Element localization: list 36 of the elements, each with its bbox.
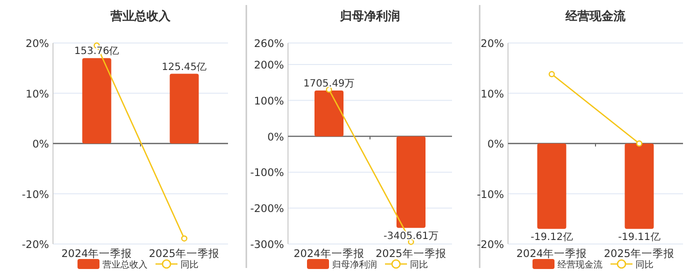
y-tick-label: -20% <box>22 239 50 251</box>
x-tick-label: 2025年一季报 <box>376 247 446 260</box>
y-tick-label: 100% <box>254 95 284 108</box>
y-tick-label: 20% <box>480 38 504 50</box>
y-tick-label: -10% <box>476 188 504 201</box>
x-tick-label: 2024年一季报 <box>61 247 132 260</box>
legend-label: 同比 <box>410 260 428 270</box>
y-tick-label: -20% <box>476 239 504 251</box>
x-tick-label: 2025年一季报 <box>604 247 675 260</box>
y-tick-label: -10% <box>22 188 50 201</box>
y-tick-label: 200% <box>254 60 284 72</box>
legend-label: 营业总收入 <box>102 260 148 270</box>
y-tick-label: 0% <box>32 138 50 150</box>
y-tick-label: 10% <box>26 88 50 100</box>
y-tick-label: 0% <box>267 131 284 144</box>
data-label: -19.11亿 <box>618 232 660 243</box>
y-tick-label: 10% <box>480 88 504 100</box>
y-tick-label: -300% <box>250 239 284 251</box>
data-label: 1705.49万 <box>303 78 355 90</box>
x-tick-label: 2025年一季报 <box>148 247 220 260</box>
x-tick-label: 2024年一季报 <box>516 247 588 260</box>
y-tick-label: 260% <box>254 38 284 50</box>
legend-label: 归母净利润 <box>332 260 377 270</box>
data-label: -19.12亿 <box>530 232 573 243</box>
legend-label: 经营现金流 <box>558 260 602 270</box>
x-tick-label: 2024年一季报 <box>294 247 364 260</box>
y-tick-label: 0% <box>487 138 504 150</box>
data-label: 125.45亿 <box>162 62 207 73</box>
chart-title: 归母净利润 <box>339 9 400 23</box>
chart-title: 营业总收入 <box>110 9 172 23</box>
y-tick-label: -100% <box>250 167 284 180</box>
chart-title: 经营现金流 <box>564 9 626 23</box>
y-tick-label: -200% <box>250 203 284 216</box>
legend-label: 同比 <box>636 260 654 270</box>
y-tick-label: 20% <box>26 38 50 50</box>
legend-label: 同比 <box>180 260 198 270</box>
